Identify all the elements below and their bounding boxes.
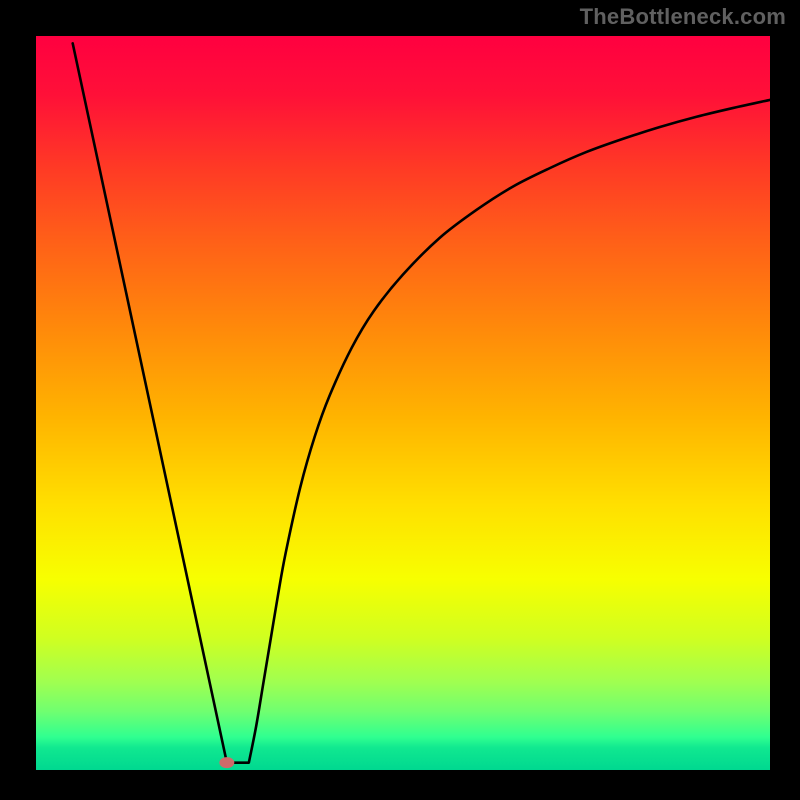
attribution-text: TheBottleneck.com bbox=[580, 4, 786, 30]
chart-svg bbox=[36, 36, 770, 770]
gradient-background bbox=[36, 36, 770, 770]
optimal-point-marker bbox=[219, 757, 234, 768]
bottleneck-curve-plot bbox=[36, 36, 770, 770]
chart-frame: TheBottleneck.com bbox=[0, 0, 800, 800]
